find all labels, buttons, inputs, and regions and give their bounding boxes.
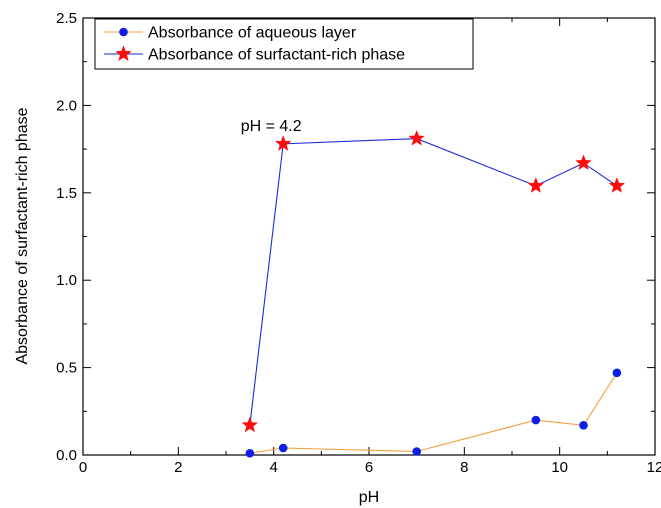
series-1: [245, 368, 622, 458]
data-point: [412, 447, 421, 456]
y-axis-ticks: 0.0 0.5 1.0 1.5 2.0 2.5: [56, 10, 655, 464]
annotation-layer: pH = 4.2: [241, 118, 302, 135]
series-line: [249, 138, 618, 426]
y-tick-label: 0.5: [56, 360, 77, 377]
data-point: [579, 420, 588, 430]
y-tick-label: 0.0: [56, 447, 77, 464]
legend-label: Absorbance of aqueous layer: [148, 25, 357, 42]
data-point: [575, 154, 592, 171]
x-tick-label: 6: [365, 459, 373, 476]
x-tick-label: 0: [79, 459, 87, 476]
data-point: [274, 135, 292, 151]
y-tick-label: 2.0: [56, 97, 77, 114]
legend: Absorbance of aqueous layer Absorbance of…: [94, 18, 474, 70]
y-tick-label: 1.5: [56, 185, 77, 202]
data-point: [527, 177, 545, 193]
legend-swatch-marker: [115, 45, 132, 62]
y-tick-label: 1.0: [56, 272, 77, 289]
legend-swatch-marker: [119, 27, 128, 37]
x-tick-label: 10: [551, 459, 568, 476]
x-tick-label: 2: [174, 459, 182, 476]
x-axis-title: pH: [359, 489, 379, 506]
legend-box: [94, 18, 474, 70]
data-point: [612, 368, 622, 378]
series-2: [241, 129, 626, 433]
legend-item: Absorbance of surfactant-rich phase: [104, 45, 405, 64]
x-tick-label: 12: [647, 459, 661, 476]
series-line: [249, 372, 618, 454]
x-axis-ticks: 0 2 4 6 8 10 12: [79, 18, 661, 476]
data-point: [531, 415, 541, 425]
data-point: [408, 129, 425, 146]
x-tick-label: 8: [460, 459, 468, 476]
plot-frame: [82, 17, 656, 456]
legend-item: Absorbance of aqueous layer: [104, 25, 357, 42]
series-layer: [241, 129, 626, 458]
data-point: [245, 448, 255, 458]
x-tick-label: 4: [269, 459, 277, 476]
y-axis-title: Absorbance of surfactant-rich phase: [14, 107, 31, 364]
data-point: [608, 177, 626, 193]
y-tick-label: 2.5: [56, 10, 77, 27]
data-point: [241, 416, 259, 433]
data-point: [278, 443, 288, 453]
annotation-label: pH = 4.2: [241, 118, 302, 135]
legend-label: Absorbance of surfactant-rich phase: [148, 47, 405, 64]
